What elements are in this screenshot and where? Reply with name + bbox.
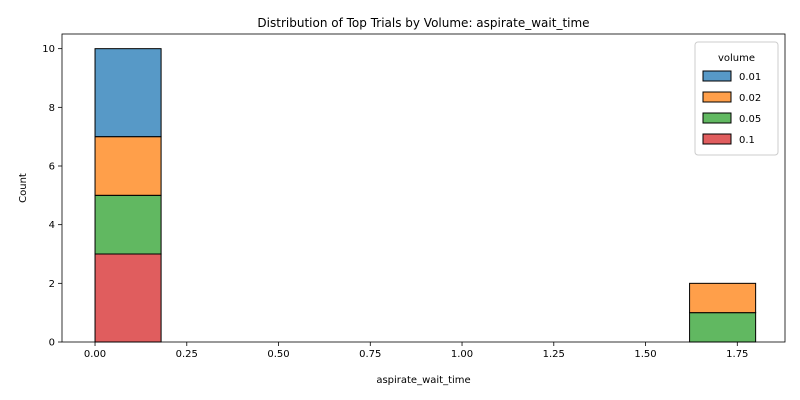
x-tick-label: 1.25 bbox=[543, 349, 565, 360]
legend-label-0.02: 0.02 bbox=[739, 93, 761, 104]
legend-label-0.05: 0.05 bbox=[739, 114, 761, 125]
x-axis-label: aspirate_wait_time bbox=[376, 375, 470, 386]
chart-title: Distribution of Top Trials by Volume: as… bbox=[257, 16, 589, 30]
bar-0.02-bin-0 bbox=[94, 136, 162, 196]
y-tick-label: 10 bbox=[42, 44, 55, 55]
x-tick-label: 0.50 bbox=[267, 349, 289, 360]
legend: volume 0.01 0.02 0.05 0.1 bbox=[694, 41, 779, 156]
bar-0.02-bin-9 bbox=[689, 282, 757, 314]
bar-0.05-bin-9 bbox=[689, 312, 757, 343]
y-tick-label: 6 bbox=[49, 162, 55, 173]
legend-box bbox=[694, 41, 779, 156]
bar-0.01-bin-0 bbox=[94, 48, 162, 138]
y-tick-label: 4 bbox=[49, 220, 55, 231]
legend-swatch-0.02 bbox=[702, 91, 732, 103]
legend-label-0.01: 0.01 bbox=[739, 72, 761, 83]
y-tick-label: 2 bbox=[49, 279, 55, 290]
legend-swatch-0.1 bbox=[702, 133, 732, 145]
x-tick-label: 0.75 bbox=[359, 349, 381, 360]
x-tick-label: 1.50 bbox=[634, 349, 656, 360]
x-tick-label: 0.00 bbox=[84, 349, 106, 360]
y-tick-label: 8 bbox=[49, 103, 55, 114]
legend-swatch-0.05 bbox=[702, 112, 732, 124]
x-tick-label: 1.00 bbox=[451, 349, 473, 360]
axes-frame bbox=[61, 33, 786, 343]
y-tick-label: 0 bbox=[49, 338, 55, 349]
y-axis-label: Count bbox=[18, 173, 29, 203]
x-tick-label: 1.75 bbox=[726, 349, 748, 360]
y-ticks: 0 2 4 6 8 10 bbox=[42, 44, 62, 349]
bar-0.05-bin-0 bbox=[94, 194, 162, 255]
legend-label-0.1: 0.1 bbox=[739, 135, 755, 146]
x-ticks: 0.00 0.25 0.50 0.75 1.00 1.25 1.50 1.75 bbox=[84, 342, 748, 360]
x-tick-label: 0.25 bbox=[176, 349, 198, 360]
legend-title: volume bbox=[718, 53, 755, 64]
bars-group bbox=[94, 48, 757, 343]
legend-swatch-0.01 bbox=[702, 70, 732, 82]
bar-0.1-bin-0 bbox=[94, 253, 162, 343]
